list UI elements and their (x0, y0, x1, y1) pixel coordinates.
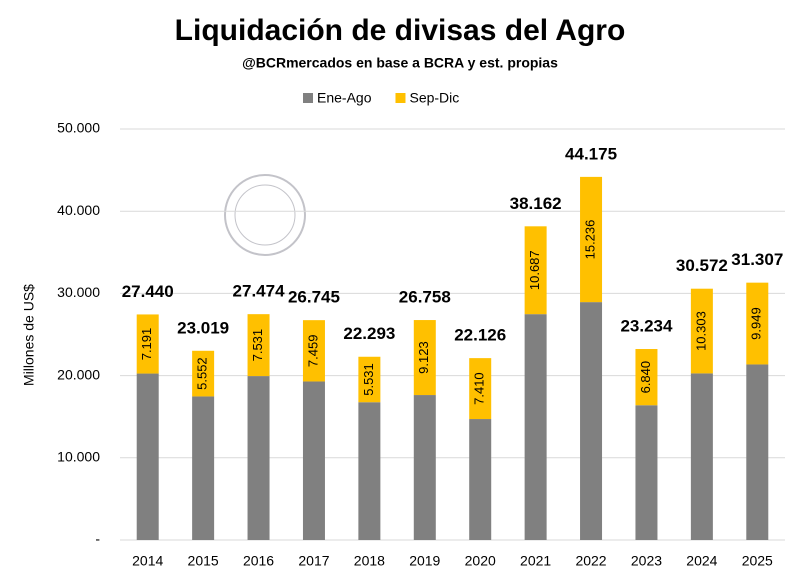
x-tick-label: 2024 (686, 553, 717, 569)
y-tick-label: 30.000 (57, 284, 100, 300)
bar-segment (690, 288, 713, 374)
watermark-logo (224, 174, 306, 256)
y-tick-label: 20.000 (57, 366, 100, 382)
bar-segment (302, 320, 325, 382)
segment-label: 10.687 (527, 250, 542, 290)
bar-segment (136, 314, 159, 374)
chart-title: Liquidación de divisas del Agro (175, 14, 626, 47)
segment-label: 9.123 (416, 341, 431, 374)
total-label: 22.293 (343, 324, 395, 343)
bar-segment (690, 373, 713, 540)
x-tick-label: 2025 (742, 553, 773, 569)
total-label: 27.474 (233, 282, 286, 301)
bar-segment (413, 395, 436, 540)
total-label: 27.440 (122, 282, 174, 301)
bar-segment (247, 314, 270, 377)
bar-segment (746, 364, 769, 540)
legend-label: Sep-Dic (409, 90, 459, 106)
segment-label: 5.531 (361, 363, 376, 396)
bar-segment (524, 226, 547, 315)
bar-segment (358, 402, 381, 540)
total-label: 31.307 (731, 250, 783, 269)
segment-label: 9.949 (749, 307, 764, 340)
x-tick-label: 2014 (132, 553, 163, 569)
y-tick-label: - (95, 531, 100, 547)
bar-segment (746, 282, 769, 365)
bar-segment (358, 356, 381, 403)
total-label: 23.234 (620, 317, 673, 336)
bar-segment (580, 302, 603, 540)
x-tick-label: 2015 (188, 553, 219, 569)
total-label: 26.758 (399, 288, 451, 307)
bar-segment (136, 373, 159, 540)
segment-label: 15.236 (582, 220, 597, 260)
total-label: 44.175 (565, 144, 617, 163)
segment-label: 10.303 (693, 311, 708, 351)
bar-segment (247, 376, 270, 540)
total-label: 26.745 (288, 288, 340, 307)
bar-segment (302, 381, 325, 540)
x-tick-label: 2016 (243, 553, 274, 569)
bar-segment (635, 405, 658, 540)
x-tick-label: 2023 (631, 553, 662, 569)
segment-label: 7.191 (139, 328, 154, 361)
bar-segment (635, 349, 658, 406)
chart-subtitle: @BCRmercados en base a BCRA y est. propi… (242, 55, 558, 71)
x-tick-label: 2018 (354, 553, 385, 569)
bar-segment (524, 314, 547, 540)
bar-segment (580, 176, 603, 303)
bar-segment (192, 396, 215, 540)
total-label: 30.572 (676, 256, 728, 275)
total-label: 38.162 (510, 194, 562, 213)
segment-label: 7.459 (305, 335, 320, 368)
total-label: 23.019 (177, 318, 229, 337)
x-tick-label: 2017 (298, 553, 329, 569)
y-tick-label: 40.000 (57, 202, 100, 218)
segment-label: 6.840 (638, 361, 653, 394)
total-label: 22.126 (454, 326, 506, 345)
logo-ring (234, 184, 296, 246)
x-tick-label: 2021 (520, 553, 551, 569)
legend-label: Ene-Ago (317, 90, 372, 106)
segment-label: 7.531 (250, 329, 265, 362)
x-tick-label: 2020 (465, 553, 496, 569)
legend-swatch (303, 93, 313, 103)
bar-segment (469, 358, 492, 420)
y-tick-label: 50.000 (57, 120, 100, 136)
logo-ring (224, 174, 306, 256)
x-tick-label: 2019 (409, 553, 440, 569)
segment-label: 5.552 (195, 357, 210, 390)
legend-swatch (395, 93, 406, 103)
y-tick-label: 10.000 (57, 449, 100, 465)
bar-segment (413, 320, 436, 396)
x-tick-label: 2022 (575, 553, 606, 569)
y-axis-label: Millones de US$ (21, 284, 37, 386)
segment-label: 7.410 (472, 372, 487, 405)
bar-segment (192, 350, 215, 397)
bar-segment (469, 419, 492, 540)
